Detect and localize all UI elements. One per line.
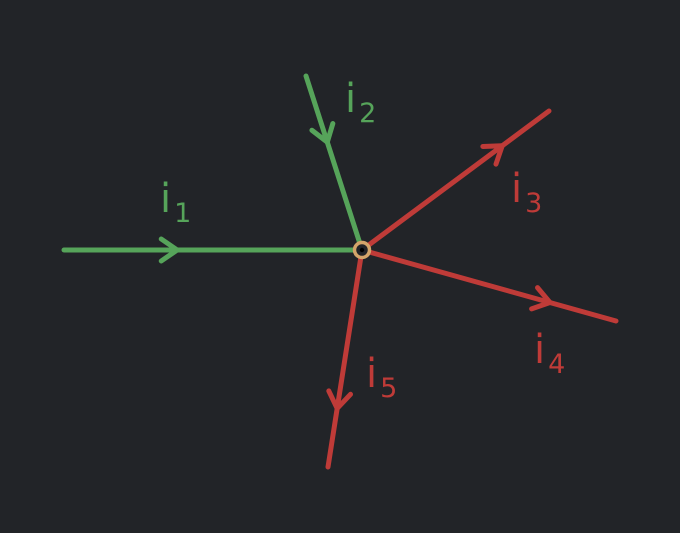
arrow-i3-icon (480, 143, 505, 167)
current-subscript: 1 (174, 198, 191, 229)
current-letter: i (366, 351, 377, 397)
wire-i5 (325, 247, 365, 470)
current-subscript: 3 (525, 188, 542, 219)
arrow-i2-icon (309, 121, 336, 145)
arrow-i4-icon (529, 285, 553, 312)
wire-i3 (359, 108, 552, 253)
arrow-i5-icon (326, 388, 354, 411)
current-letter: i (511, 166, 522, 212)
junction-node-center (359, 247, 365, 253)
current-letter: i (345, 76, 356, 122)
current-subscript: 5 (380, 373, 397, 404)
wire-i4 (359, 247, 619, 324)
current-subscript: 2 (359, 98, 376, 129)
current-letter: i (534, 327, 545, 373)
wire-i2 (303, 73, 365, 253)
arrow-i1-icon (158, 236, 180, 264)
current-subscript: 4 (548, 349, 565, 380)
current-letter: i (160, 176, 171, 222)
